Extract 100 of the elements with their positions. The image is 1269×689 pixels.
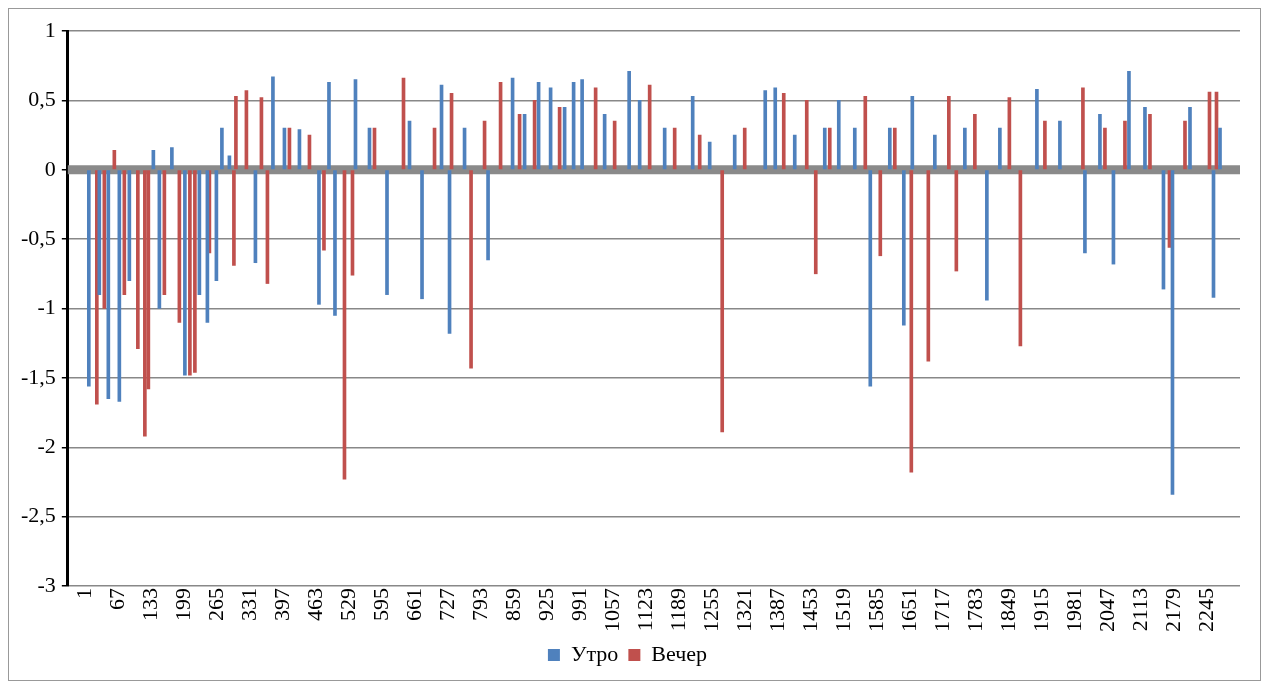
x-tick-label: 793 xyxy=(466,588,492,621)
bar xyxy=(868,170,873,387)
bar xyxy=(827,127,832,170)
y-tick-label: -0,5 xyxy=(21,224,56,250)
bar xyxy=(887,127,892,170)
bar xyxy=(985,170,989,301)
bar xyxy=(1218,127,1222,170)
bar xyxy=(1127,70,1131,170)
x-tick-label: 1585 xyxy=(863,588,889,632)
bar xyxy=(1143,106,1147,170)
x-tick-label: 1717 xyxy=(929,588,955,632)
x-tick-label: 2245 xyxy=(1193,588,1219,632)
bar xyxy=(1183,120,1187,170)
x-tick-label: 1981 xyxy=(1061,588,1087,632)
bar xyxy=(1081,87,1085,170)
bar xyxy=(909,170,914,473)
y-tick-label: -2 xyxy=(37,433,56,459)
y-tick-label: -2,5 xyxy=(21,502,56,528)
y-tick-label: -1,5 xyxy=(21,363,56,389)
bar xyxy=(804,100,809,170)
x-tick-label: 2179 xyxy=(1160,588,1186,632)
bar xyxy=(836,100,841,170)
y-tick-label: 1 xyxy=(44,16,56,42)
x-tick-label: 529 xyxy=(334,588,360,621)
y-tick-label: 0 xyxy=(44,155,56,181)
bar xyxy=(627,70,631,170)
bar xyxy=(947,95,951,170)
x-tick-label: 2047 xyxy=(1094,588,1120,632)
x-tick-label: 133 xyxy=(136,588,162,621)
bar xyxy=(469,170,473,369)
x-tick-label: 1321 xyxy=(731,588,756,632)
bar xyxy=(742,127,747,170)
bar xyxy=(781,93,786,170)
x-tick-label: 991 xyxy=(565,588,591,621)
bar xyxy=(690,95,695,170)
bar xyxy=(878,170,883,257)
bar xyxy=(792,134,797,170)
bar xyxy=(852,127,857,170)
y-tick-label: -3 xyxy=(37,571,56,597)
bar xyxy=(183,170,187,376)
x-tick-label: 1915 xyxy=(1028,588,1054,632)
bar xyxy=(317,170,321,305)
bar xyxy=(662,127,667,170)
x-tick-label: 1651 xyxy=(896,588,922,632)
bar xyxy=(901,170,906,326)
x-tick-label: 1387 xyxy=(764,588,790,632)
bar xyxy=(732,134,737,170)
bar xyxy=(1103,127,1107,170)
x-tick-label: 595 xyxy=(367,588,393,621)
bar xyxy=(672,127,677,170)
x-tick-label: 1057 xyxy=(598,588,624,632)
bar xyxy=(933,134,937,170)
legend-label: Вечер xyxy=(651,640,708,666)
x-tick-label: 1849 xyxy=(995,588,1021,632)
bar xyxy=(486,170,490,261)
x-tick-label: 67 xyxy=(103,588,129,610)
bar xyxy=(327,82,331,170)
x-tick-label: 1 xyxy=(70,588,96,599)
bar xyxy=(773,87,778,170)
bar xyxy=(580,79,584,170)
bar xyxy=(822,127,827,170)
x-tick-label: 925 xyxy=(532,588,558,621)
x-tick-label: 1783 xyxy=(962,588,988,632)
legend-label: Утро xyxy=(570,640,619,666)
bar xyxy=(143,170,147,437)
x-tick-label: 463 xyxy=(301,588,327,621)
bar xyxy=(998,127,1002,170)
bar xyxy=(1043,120,1047,170)
bar xyxy=(322,170,326,251)
bar xyxy=(910,95,915,170)
bar xyxy=(963,127,967,170)
bar xyxy=(1148,113,1152,170)
bar xyxy=(170,147,174,170)
x-tick-label: 1255 xyxy=(697,588,723,632)
x-tick-label: 397 xyxy=(268,588,294,621)
bar xyxy=(813,170,818,275)
bar xyxy=(720,170,725,433)
x-tick-label: 331 xyxy=(235,588,261,621)
y-tick-label: -1 xyxy=(37,294,56,320)
bar xyxy=(973,113,977,170)
x-tick-label: 2113 xyxy=(1127,588,1153,632)
x-tick-label: 727 xyxy=(433,588,459,621)
x-tick-label: 1519 xyxy=(830,588,856,632)
bar xyxy=(385,170,389,295)
y-tick-label: 0,5 xyxy=(28,86,56,112)
bar xyxy=(863,95,868,170)
x-tick-label: 1189 xyxy=(664,588,690,632)
bar xyxy=(763,90,768,170)
x-tick-label: 199 xyxy=(169,588,195,621)
bar xyxy=(271,76,275,170)
bar xyxy=(1035,88,1039,170)
bar xyxy=(707,141,712,170)
bar xyxy=(697,134,702,170)
bar xyxy=(1083,170,1087,254)
bar xyxy=(926,170,931,362)
bar xyxy=(333,170,337,316)
bar xyxy=(1188,106,1192,170)
x-tick-label: 1123 xyxy=(631,588,657,632)
bar xyxy=(86,170,91,387)
bar xyxy=(1098,113,1102,170)
